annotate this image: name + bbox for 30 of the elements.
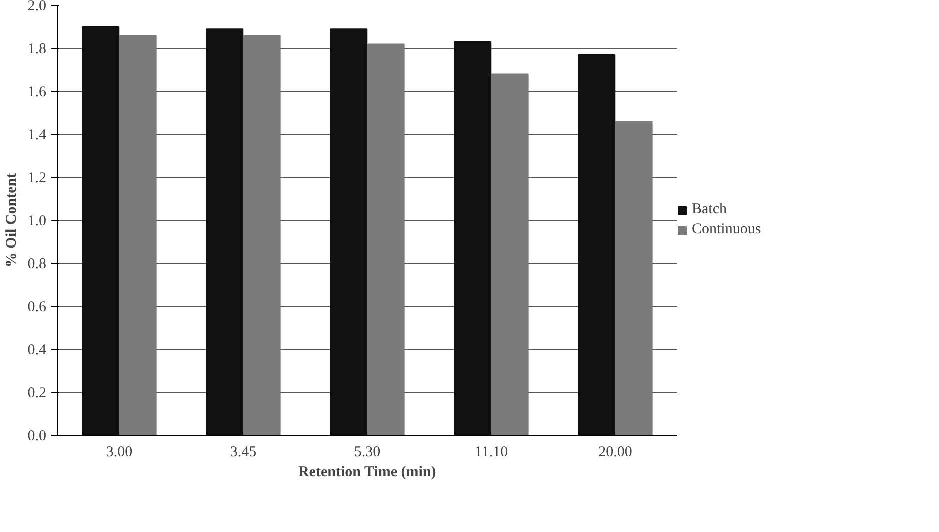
y-tick-label: 1.2 xyxy=(28,170,46,186)
x-tick-label: 11.10 xyxy=(474,444,508,460)
bar xyxy=(82,26,120,436)
legend-label: Batch xyxy=(692,202,727,218)
bar xyxy=(330,28,368,436)
bar xyxy=(206,28,244,436)
bar xyxy=(454,42,492,436)
bar xyxy=(578,54,616,436)
legend-label: Continuous xyxy=(692,222,762,238)
y-tick-label: 0.4 xyxy=(28,342,47,358)
bar xyxy=(119,35,157,436)
x-tick-label: 5.30 xyxy=(354,444,381,460)
x-tick-label: 3.45 xyxy=(230,444,257,460)
y-tick-label: 1.0 xyxy=(28,214,46,230)
y-tick-label: 1.4 xyxy=(28,128,47,144)
y-tick-label: 0.0 xyxy=(28,428,46,444)
y-tick-label: 1.6 xyxy=(28,84,47,100)
x-tick-label: 20.00 xyxy=(598,444,632,460)
x-axis-title: Retention Time (min) xyxy=(298,464,436,480)
bar xyxy=(243,35,281,436)
y-tick-label: 2.0 xyxy=(28,0,46,14)
y-tick-label: 1.8 xyxy=(28,42,46,58)
bar xyxy=(491,74,529,436)
y-tick-label: 0.2 xyxy=(28,386,46,402)
y-tick-label: 0.8 xyxy=(28,256,46,272)
bar xyxy=(367,44,405,436)
y-axis-title: % Oil Content xyxy=(4,173,20,268)
y-tick-label: 0.6 xyxy=(28,300,47,316)
x-tick-label: 3.00 xyxy=(106,444,133,460)
bar xyxy=(615,121,653,436)
